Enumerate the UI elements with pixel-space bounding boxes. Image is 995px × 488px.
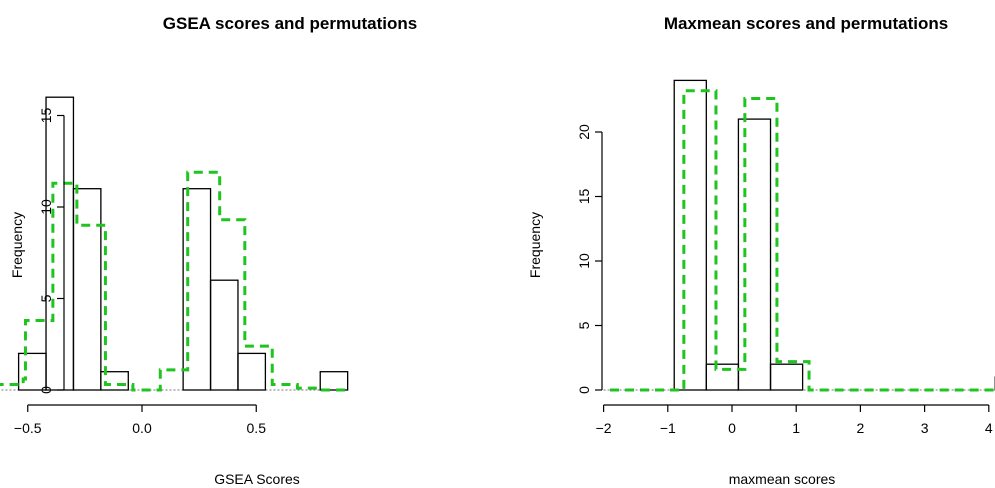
- maxmean-y-tick-label: 0: [576, 386, 592, 394]
- gsea-y-axis: 0 5 10 15: [38, 108, 65, 394]
- gsea-y-axis-label: Frequency: [9, 212, 25, 278]
- gsea-x-axis-label: GSEA Scores: [214, 471, 300, 487]
- gsea-x-tick-label: 0.0: [132, 420, 152, 436]
- gsea-y-tick-label: 0: [38, 386, 54, 394]
- gsea-x-axis: −0.5 0.0 0.5: [14, 404, 267, 436]
- gsea-permutation-group: [0, 170, 348, 392]
- gsea-y-tick-label: 15: [38, 108, 54, 124]
- maxmean-x-tick-label: −2: [596, 420, 612, 436]
- maxmean-bar: [737, 118, 772, 391]
- gsea-bar: [45, 96, 75, 391]
- maxmean-permutation-line: [610, 89, 995, 392]
- gsea-chart-title: GSEA scores and permutations: [163, 14, 417, 33]
- maxmean-x-tick-label: 1: [792, 420, 800, 436]
- maxmean-x-tick-label: −1: [660, 420, 676, 436]
- gsea-bar: [72, 188, 102, 391]
- gsea-bar: [100, 371, 129, 391]
- maxmean-y-tick-label: 15: [576, 189, 592, 205]
- maxmean-x-tick-label: 3: [921, 420, 929, 436]
- maxmean-bar: [673, 79, 707, 391]
- gsea-y-tick-label: 5: [38, 294, 54, 302]
- gsea-y-tick-label: 10: [38, 199, 54, 215]
- maxmean-y-tick-label: 10: [576, 253, 592, 269]
- maxmean-x-tick-label: 2: [857, 420, 865, 436]
- maxmean-x-axis: −2 −1 0 1 2 3 4: [596, 404, 993, 436]
- gsea-bar: [209, 279, 239, 391]
- maxmean-histogram-panel: Maxmean scores and permutations maxmean …: [527, 14, 995, 487]
- maxmean-x-tick-label: 4: [985, 420, 993, 436]
- maxmean-x-axis-label: maxmean scores: [729, 471, 836, 487]
- maxmean-y-tick-label: 5: [576, 321, 592, 329]
- gsea-bar: [237, 352, 267, 391]
- maxmean-bars: [603, 79, 995, 391]
- gsea-bars: [0, 96, 349, 391]
- gsea-bar: [319, 371, 349, 391]
- gsea-x-tick-label: 0.5: [247, 420, 267, 436]
- maxmean-chart-title: Maxmean scores and permutations: [664, 14, 948, 33]
- maxmean-y-tick-label: 20: [576, 124, 592, 140]
- gsea-histogram-panel: GSEA scores and permutations GSEA Scores…: [0, 14, 417, 487]
- maxmean-y-axis-label: Frequency: [527, 212, 543, 278]
- maxmean-permutation-group: [610, 89, 995, 392]
- gsea-bar: [17, 352, 47, 391]
- maxmean-y-axis: 0 5 10 15 20: [576, 124, 603, 394]
- maxmean-x-tick-label: 0: [728, 420, 736, 436]
- gsea-x-tick-label: −0.5: [14, 420, 42, 436]
- gsea-permutation-line: [0, 170, 348, 392]
- maxmean-bar: [769, 363, 804, 391]
